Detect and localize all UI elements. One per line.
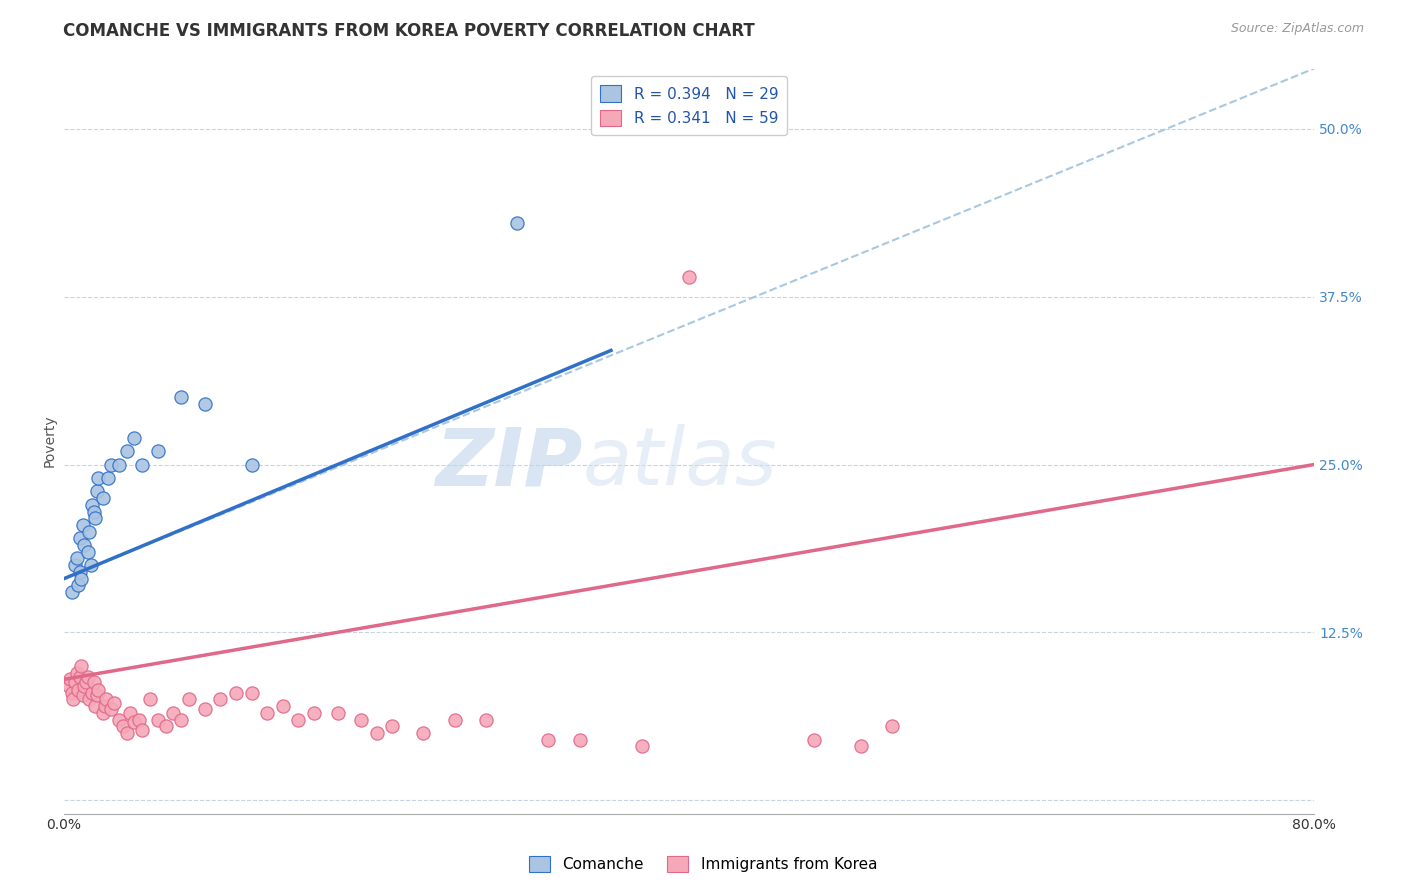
Point — [69, 670, 91, 684]
Point — [146, 444, 169, 458]
Point — [118, 706, 141, 720]
Point — [177, 692, 200, 706]
Point — [76, 670, 98, 684]
Point — [115, 726, 138, 740]
Point — [100, 458, 122, 472]
Legend: R = 0.394   N = 29, R = 0.341   N = 59: R = 0.394 N = 29, R = 0.341 N = 59 — [591, 76, 787, 136]
Point — [225, 686, 247, 700]
Point — [87, 683, 110, 698]
Point — [240, 686, 263, 700]
Point — [128, 713, 150, 727]
Point — [412, 726, 434, 740]
Point — [72, 517, 94, 532]
Point — [100, 702, 122, 716]
Point — [678, 269, 700, 284]
Point — [124, 431, 146, 445]
Point — [69, 532, 91, 546]
Point — [82, 498, 104, 512]
Point — [139, 692, 162, 706]
Point — [366, 726, 388, 740]
Point — [67, 578, 90, 592]
Point — [93, 699, 115, 714]
Point — [59, 673, 82, 687]
Point — [326, 706, 349, 720]
Point — [60, 686, 83, 700]
Point — [73, 538, 96, 552]
Point — [194, 702, 217, 716]
Point — [209, 692, 232, 706]
Point — [107, 713, 129, 727]
Point — [155, 719, 177, 733]
Point — [131, 723, 153, 738]
Point — [70, 658, 93, 673]
Point — [162, 706, 184, 720]
Point — [475, 713, 498, 727]
Y-axis label: Poverty: Poverty — [44, 415, 58, 467]
Point — [302, 706, 325, 720]
Point — [83, 504, 105, 518]
Point — [65, 551, 87, 566]
Point — [86, 689, 108, 703]
Point — [77, 692, 100, 706]
Point — [170, 391, 193, 405]
Point — [803, 732, 825, 747]
Point — [91, 491, 114, 505]
Text: COMANCHE VS IMMIGRANTS FROM KOREA POVERTY CORRELATION CHART: COMANCHE VS IMMIGRANTS FROM KOREA POVERT… — [63, 22, 755, 40]
Point — [96, 692, 118, 706]
Point — [84, 699, 107, 714]
Point — [112, 719, 135, 733]
Point — [91, 706, 114, 720]
Point — [256, 706, 278, 720]
Text: Source: ZipAtlas.com: Source: ZipAtlas.com — [1230, 22, 1364, 36]
Point — [849, 739, 872, 754]
Point — [882, 719, 904, 733]
Point — [82, 686, 104, 700]
Point — [62, 692, 84, 706]
Point — [350, 713, 373, 727]
Point — [69, 565, 91, 579]
Point — [146, 713, 169, 727]
Text: ZIP: ZIP — [436, 425, 583, 502]
Point — [76, 545, 98, 559]
Point — [63, 675, 86, 690]
Point — [86, 484, 108, 499]
Point — [58, 679, 80, 693]
Point — [97, 471, 120, 485]
Point — [124, 715, 146, 730]
Point — [115, 444, 138, 458]
Point — [103, 697, 125, 711]
Point — [70, 572, 93, 586]
Point — [75, 675, 97, 690]
Point — [131, 458, 153, 472]
Point — [73, 679, 96, 693]
Point — [63, 558, 86, 573]
Point — [568, 732, 591, 747]
Point — [381, 719, 404, 733]
Point — [87, 471, 110, 485]
Point — [506, 216, 529, 230]
Point — [79, 558, 101, 573]
Point — [65, 665, 87, 680]
Point — [83, 675, 105, 690]
Point — [537, 732, 560, 747]
Point — [84, 511, 107, 525]
Point — [77, 524, 100, 539]
Point — [72, 689, 94, 703]
Point — [240, 458, 263, 472]
Point — [60, 585, 83, 599]
Point — [443, 713, 465, 727]
Point — [67, 683, 90, 698]
Point — [631, 739, 654, 754]
Text: atlas: atlas — [583, 425, 778, 502]
Legend: Comanche, Immigrants from Korea: Comanche, Immigrants from Korea — [522, 848, 884, 880]
Point — [194, 397, 217, 411]
Point — [271, 699, 294, 714]
Point — [170, 713, 193, 727]
Point — [107, 458, 129, 472]
Point — [287, 713, 309, 727]
